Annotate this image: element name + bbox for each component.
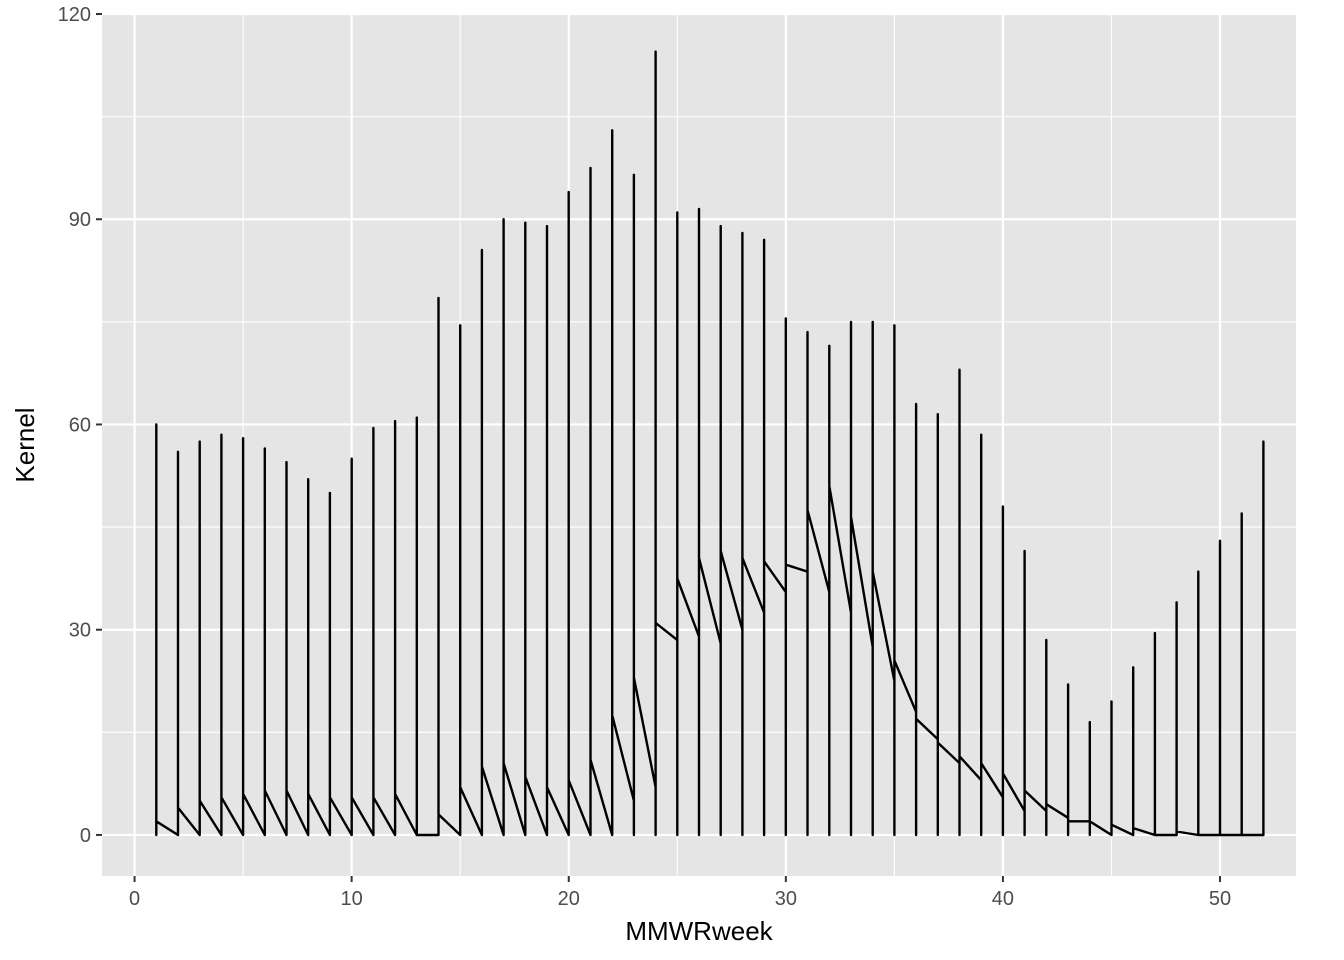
x-tick-label: 10 [341,888,363,910]
y-tick-label: 120 [58,4,91,26]
x-tick-label: 30 [775,888,797,910]
x-tick-label: 0 [129,888,140,910]
y-tick-label: 90 [69,209,91,231]
kernel-series-line [155,50,1265,837]
x-tick-label: 40 [992,888,1014,910]
y-tick-label: 0 [80,825,91,847]
series-lines [155,50,1265,837]
x-tick-labels: 0 10 20 30 40 50 [129,888,1231,910]
axis-ticks [96,13,1222,882]
y-tick-labels: 0 30 60 90 120 [58,4,91,847]
y-tick-label: 30 [69,620,91,642]
x-tick-label: 20 [558,888,580,910]
x-tick-label: 50 [1209,888,1231,910]
y-tick-label: 60 [69,414,91,436]
x-axis-title: MMWRweek [625,916,773,946]
y-axis-title: Kernel [10,407,40,482]
